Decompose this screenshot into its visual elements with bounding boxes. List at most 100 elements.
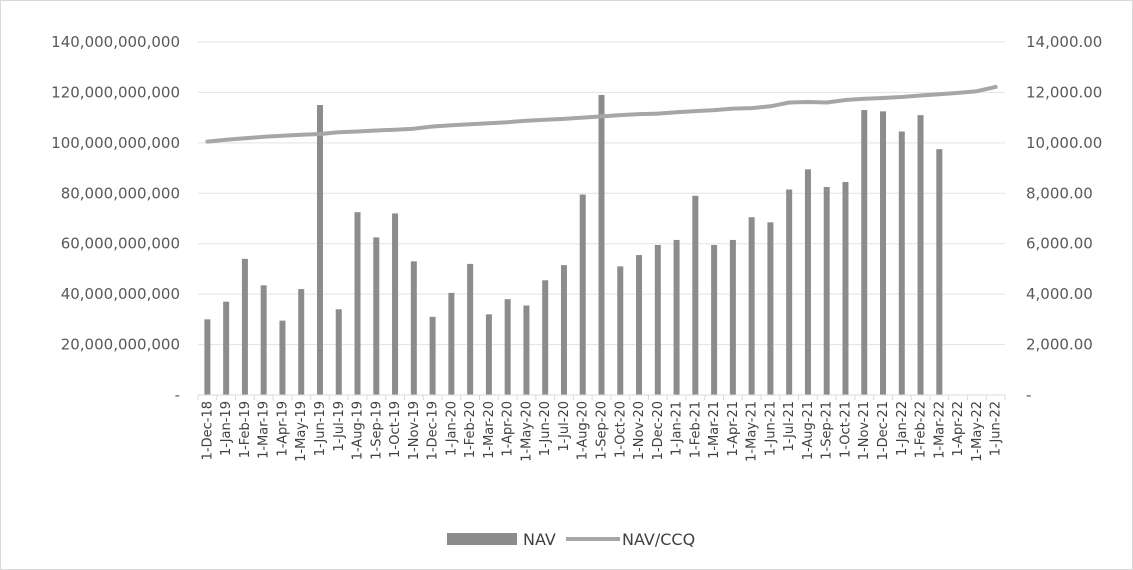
x-axis-tick-label: 1-Jun-20 — [538, 401, 553, 456]
nav-bar — [861, 110, 868, 395]
x-axis-tick-label: 1-Sep-19 — [369, 401, 384, 460]
nav-bar — [523, 305, 530, 395]
x-axis-tick-label: 1-Feb-19 — [238, 401, 253, 458]
nav-bar — [504, 299, 511, 395]
nav-bar — [298, 289, 305, 395]
x-axis-tick-label: 1-Aug-20 — [576, 401, 591, 460]
x-axis-tick-label: 1-Feb-20 — [463, 401, 478, 458]
x-axis-tick-label: 1-Apr-19 — [275, 401, 290, 457]
nav-bar — [804, 169, 811, 395]
x-axis-tick-label: 1-Oct-20 — [613, 401, 628, 458]
x-axis-tick-label: 1-Jan-21 — [670, 401, 685, 456]
x-axis-tick-label: 1-Mar-20 — [482, 401, 497, 459]
nav-bar — [485, 314, 492, 395]
x-axis-tick-label: 1-Jun-19 — [313, 401, 328, 456]
nav-bar — [354, 212, 361, 395]
nav-bar — [223, 301, 230, 395]
nav-bar — [542, 280, 549, 395]
x-axis-tick-label: 1-Mar-21 — [707, 401, 722, 459]
left-axis-tick-label: 100,000,000,000 — [51, 134, 180, 152]
x-axis-tick-label: 1-Dec-21 — [876, 401, 891, 460]
nav-bar — [579, 194, 586, 395]
right-axis-ticks: - 2,000.00 4,000.00 6,000.00 8,000.00 10,000.… — [1026, 33, 1102, 404]
left-axis-tick-label: 120,000,000,000 — [51, 83, 180, 101]
nav-bar — [316, 105, 323, 396]
x-axis-tick-label: 1-May-19 — [294, 401, 309, 462]
x-axis-tick-label: 1-Dec-18 — [200, 401, 215, 460]
nav-bar — [880, 111, 887, 395]
nav-bar — [560, 265, 567, 395]
x-axis-tick-label: 1-May-22 — [970, 401, 985, 462]
nav-bar — [467, 263, 474, 395]
nav-bar — [711, 244, 718, 395]
left-axis-tick-label: 20,000,000,000 — [61, 336, 180, 354]
left-axis-tick-label: 60,000,000,000 — [61, 235, 180, 253]
x-axis-tick-label: 1-Nov-19 — [407, 401, 422, 460]
nav-bar — [373, 237, 380, 395]
x-axis-tick-label: 1-Dec-20 — [651, 401, 666, 460]
right-axis-tick-label: 2,000.00 — [1026, 336, 1093, 354]
nav-bar — [767, 222, 774, 395]
x-axis-tick-label: 1-May-20 — [519, 401, 534, 462]
legend-label-nav: NAV — [523, 530, 556, 549]
x-axis-tick-label: 1-Jan-22 — [895, 401, 910, 456]
nav-bar — [598, 94, 605, 395]
nav-bar — [654, 244, 661, 395]
nav-bar — [410, 261, 417, 395]
legend-swatch-nav — [447, 533, 517, 545]
x-axis-tick-label: 1-Feb-21 — [688, 401, 703, 458]
nav-bar — [748, 217, 755, 395]
nav-bar — [429, 316, 436, 395]
left-axis-tick-label: 40,000,000,000 — [61, 285, 180, 303]
left-axis-tick-label: 140,000,000,000 — [51, 33, 180, 51]
nav-ccq-line — [205, 84, 998, 144]
x-axis-tick-label: 1-Nov-20 — [632, 401, 647, 460]
nav-bar — [936, 149, 943, 395]
right-axis-tick-label: 14,000.00 — [1026, 33, 1102, 51]
x-axis-tick-label: 1-Aug-19 — [351, 401, 366, 460]
legend-label-nav-ccq: NAV/CCQ — [622, 530, 695, 549]
x-axis-ticks: 1-Dec-18 1-Jan-19 1-Feb-19 1-Mar-19 1-Apr-19… — [197, 394, 1006, 462]
x-axis-tick-label: 1-Oct-19 — [388, 401, 403, 458]
nav-bar — [729, 239, 736, 395]
x-axis-tick-label: 1-Feb-22 — [914, 401, 929, 458]
right-axis-tick-label: 8,000.00 — [1026, 184, 1093, 202]
x-axis-tick-label: 1-Nov-21 — [857, 401, 872, 460]
nav-bar — [823, 186, 830, 395]
x-axis-tick-label: 1-Dec-19 — [426, 401, 441, 460]
x-axis-tick-label: 1-Sep-21 — [820, 401, 835, 460]
x-axis-tick-label: 1-Sep-20 — [595, 401, 610, 460]
nav-bar — [392, 213, 399, 395]
right-axis-tick-label: 4,000.00 — [1026, 285, 1093, 303]
nav-bar — [917, 115, 924, 395]
x-axis-tick-label: 1-Apr-22 — [951, 401, 966, 457]
nav-bar — [898, 131, 905, 395]
x-axis-tick-label: 1-Oct-21 — [838, 401, 853, 458]
left-axis-ticks: - 20,000,000,000 40,000,000,000 60,000,000,… — [51, 33, 180, 404]
nav-bar — [673, 239, 680, 395]
x-axis-tick-label: 1-Jun-22 — [989, 401, 1004, 456]
x-axis-tick-label: 1-Jul-19 — [332, 401, 347, 452]
nav-bar — [786, 189, 793, 395]
nav-bar — [448, 292, 455, 395]
left-axis-tick-label: - — [175, 386, 180, 404]
x-axis-tick-label: 1-May-21 — [745, 401, 760, 462]
right-axis-tick-label: 12,000.00 — [1026, 83, 1102, 101]
nav-bar — [636, 255, 643, 395]
x-axis-tick-label: 1-Apr-21 — [726, 401, 741, 457]
nav-ccq-line-group — [205, 84, 998, 144]
x-axis-tick-label: 1-Jun-21 — [763, 401, 778, 456]
nav-bar — [241, 258, 248, 395]
nav-bar — [279, 320, 286, 395]
nav-bar — [617, 266, 624, 395]
x-axis-tick-label: 1-Apr-20 — [501, 401, 516, 457]
x-axis-tick-label: 1-Mar-19 — [257, 401, 272, 459]
x-axis-tick-label: 1-Mar-22 — [932, 401, 947, 459]
x-axis-tick-label: 1-Jul-21 — [782, 401, 797, 452]
left-axis-tick-label: 80,000,000,000 — [61, 184, 180, 202]
right-axis-tick-label: - — [1026, 386, 1031, 404]
x-axis-tick-label: 1-Jan-19 — [219, 401, 234, 456]
x-axis-tick-label: 1-Jul-20 — [557, 401, 572, 452]
x-axis-tick-label: 1-Aug-21 — [801, 401, 816, 460]
